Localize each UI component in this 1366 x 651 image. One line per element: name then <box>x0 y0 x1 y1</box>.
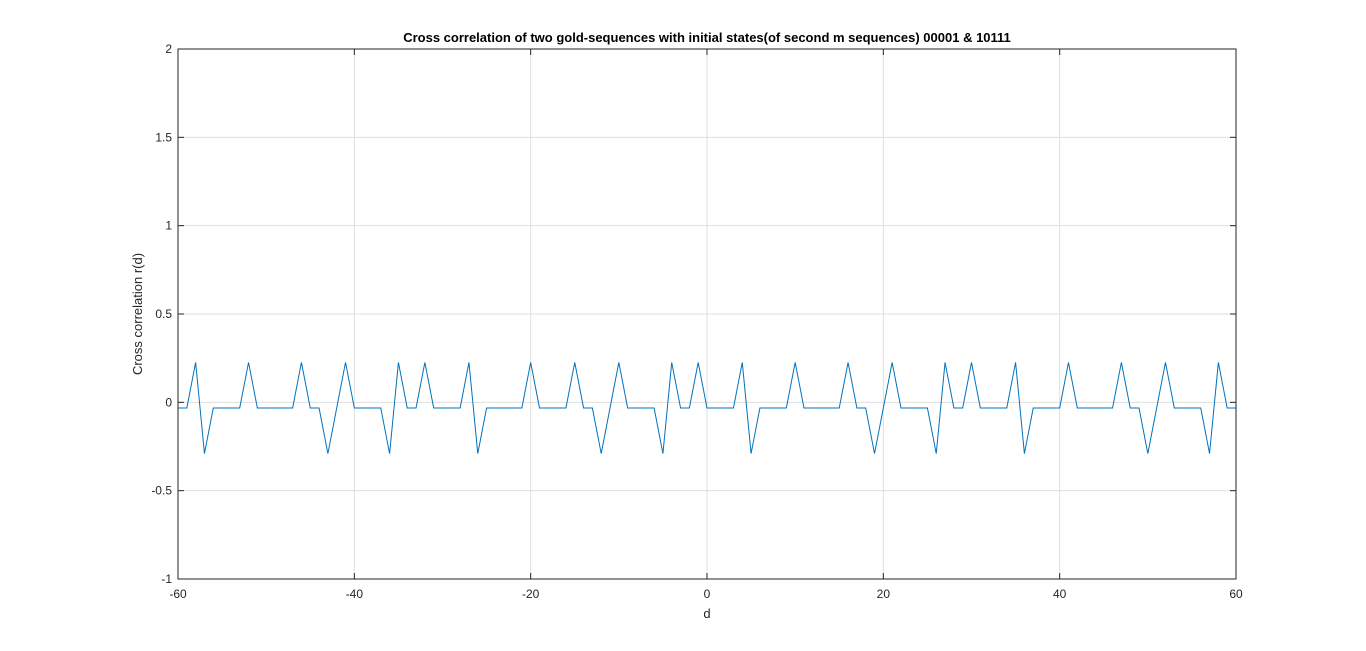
chart-title: Cross correlation of two gold-sequences … <box>403 30 1011 45</box>
series-line <box>178 362 1236 454</box>
y-tick-label: 0.5 <box>155 307 172 321</box>
y-tick-label: 0 <box>165 395 172 409</box>
x-tick-label: -60 <box>169 587 187 601</box>
y-tick-label: -0.5 <box>151 484 172 498</box>
x-tick-label: -20 <box>522 587 540 601</box>
data-series <box>178 362 1236 454</box>
x-tick-label: 40 <box>1053 587 1067 601</box>
x-tick-label: -40 <box>346 587 364 601</box>
x-tick-label: 60 <box>1229 587 1243 601</box>
y-axis-label: Cross correlation r(d) <box>130 253 145 375</box>
y-tick-label: -1 <box>161 572 172 586</box>
axis-ticks: -60 -40 -20 0 20 40 60 -1 -0.5 0 0.5 1 1.5 2 <box>151 42 1243 601</box>
x-tick-label: 0 <box>704 587 711 601</box>
x-axis-label: d <box>703 606 710 621</box>
y-tick-label: 1 <box>165 219 172 233</box>
x-tick-label: 20 <box>877 587 891 601</box>
y-tick-label: 1.5 <box>155 130 172 144</box>
grid-lines <box>178 49 1236 579</box>
y-tick-label: 2 <box>165 42 172 56</box>
